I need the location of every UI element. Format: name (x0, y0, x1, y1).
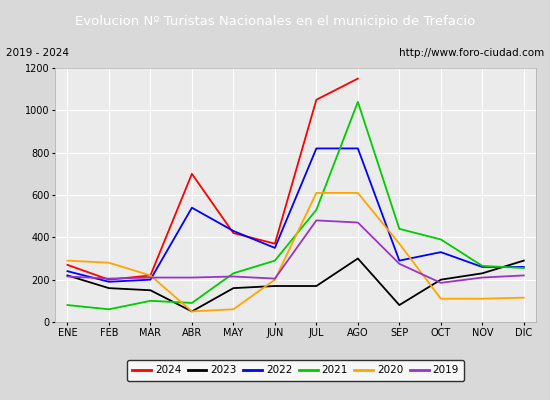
Text: Evolucion Nº Turistas Nacionales en el municipio de Trefacio: Evolucion Nº Turistas Nacionales en el m… (75, 14, 475, 28)
Legend: 2024, 2023, 2022, 2021, 2020, 2019: 2024, 2023, 2022, 2021, 2020, 2019 (127, 360, 464, 381)
Text: 2019 - 2024: 2019 - 2024 (6, 48, 69, 58)
Text: http://www.foro-ciudad.com: http://www.foro-ciudad.com (399, 48, 544, 58)
